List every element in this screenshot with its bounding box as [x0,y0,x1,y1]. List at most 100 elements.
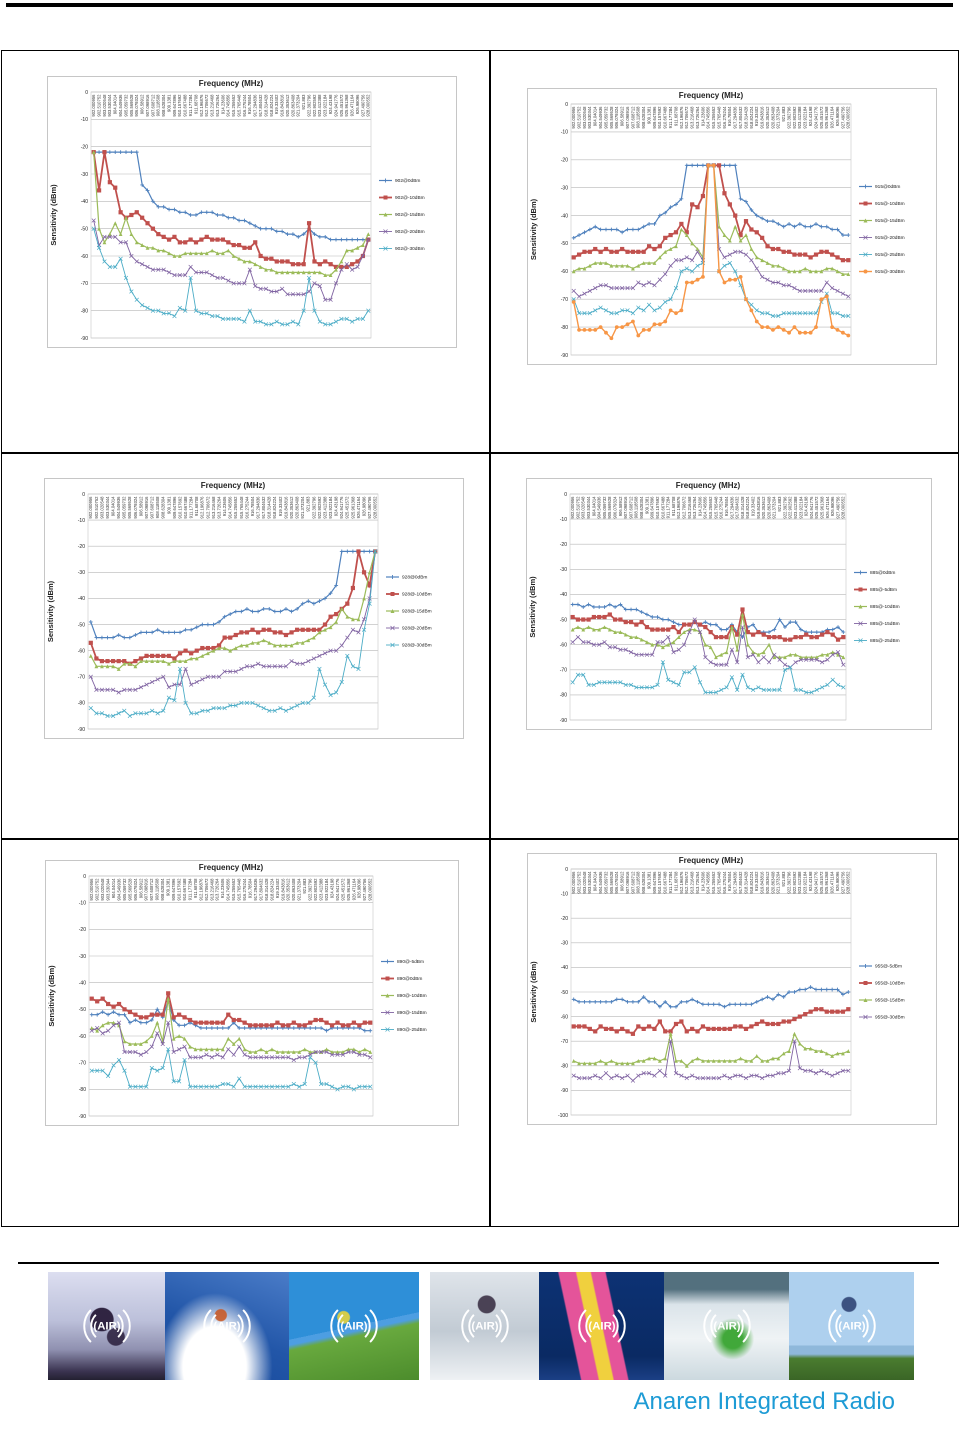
svg-text:912.706672: 912.706672 [682,496,687,519]
photo-tile-skier: (AIR) [165,1272,289,1380]
svg-text:905.569528: 905.569528 [609,871,614,894]
svg-text:904.04014: 904.04014 [113,94,118,114]
svg-text:909.1381: 909.1381 [166,878,171,896]
svg-text:923.922184: 923.922184 [803,106,808,129]
svg-text:908.118508: 908.118508 [636,871,641,893]
chart-blocker-902: Frequency (MHz) Sensitivity (dBm) 0 -10 -20 -… [47,76,457,353]
svg-text:923.922184: 923.922184 [328,496,333,519]
svg-text:905.569528: 905.569528 [127,878,132,901]
svg-text:-30: -30 [561,941,568,947]
svg-text:-10: -10 [81,117,88,123]
svg-text:918.824224: 918.824224 [269,878,274,901]
svg-text:909.647896: 909.647896 [172,94,177,117]
svg-text:890@-25dBm: 890@-25dBm [397,1027,427,1033]
svg-text:920.863408: 920.863408 [766,496,771,519]
svg-text:902.000956: 902.000956 [571,106,576,129]
svg-text:906.079324: 906.079324 [614,871,619,894]
svg-text:923.412388: 923.412388 [319,878,324,901]
svg-text:903.020548: 903.020548 [100,878,105,901]
svg-text:915.765448: 915.765448 [716,106,721,129]
svg-text:909.1381: 909.1381 [646,106,651,124]
svg-text:928@-15dBm: 928@-15dBm [402,609,432,615]
air-logo-icon: (AIR) [82,1309,131,1343]
svg-text:-90: -90 [78,727,85,733]
svg-text:908.628304: 908.628304 [161,94,166,117]
svg-text:911.177284: 911.177284 [668,106,673,128]
svg-text:908.628304: 908.628304 [639,496,644,519]
svg-text:-60: -60 [79,1034,86,1040]
svg-text:913.726264: 913.726264 [695,871,700,894]
svg-text:915@-15dBm: 915@-15dBm [875,218,905,224]
svg-text:910.157692: 910.157692 [657,871,662,894]
svg-text:911.68708: 911.68708 [193,878,198,898]
svg-text:910.667488: 910.667488 [183,94,188,117]
svg-text:909.1381: 909.1381 [646,871,651,889]
svg-text:-60: -60 [81,254,88,260]
svg-text:915.255652: 915.255652 [711,871,716,894]
svg-text:920.353612: 920.353612 [285,94,290,117]
svg-text:919.843816: 919.843816 [283,496,288,519]
air-logo-icon: (AIR) [702,1309,751,1343]
svg-text:920.863408: 920.863408 [295,496,300,519]
svg-text:918.314428: 918.314428 [743,106,748,129]
svg-text:917.804632: 917.804632 [258,878,263,901]
svg-text:916.78504: 916.78504 [248,878,253,898]
svg-text:905.059732: 905.059732 [122,496,127,519]
svg-text:926.98096: 926.98096 [357,878,362,898]
svg-text:904.549936: 904.549936 [598,871,603,894]
svg-text:905.569528: 905.569528 [127,496,132,519]
svg-text:925.451572: 925.451572 [345,496,350,519]
svg-text:902@-15dBm: 902@-15dBm [395,212,425,218]
svg-text:902.510752: 902.510752 [575,496,580,519]
svg-text:907.608712: 907.608712 [630,106,635,129]
svg-text:915.255652: 915.255652 [231,94,236,117]
svg-text:913.216468: 913.216468 [690,871,695,894]
svg-text:927.490756: 927.490756 [835,496,840,519]
svg-text:909.647896: 909.647896 [171,878,176,901]
svg-text:-80: -80 [79,1087,86,1093]
svg-text:-20: -20 [560,542,567,548]
svg-text:902.000956: 902.000956 [571,871,576,894]
svg-text:916.78504: 916.78504 [247,94,252,114]
svg-text:915@-20dBm: 915@-20dBm [875,235,905,241]
svg-text:922.902592: 922.902592 [317,496,322,519]
svg-text:904.04014: 904.04014 [110,496,115,516]
chart-blocker-885-canvas: Frequency (MHz) Sensitivity (dBm) 0 -10 -20 -… [526,478,932,730]
svg-text:-10: -10 [79,900,86,906]
air-logo-icon: (AIR) [330,1309,378,1343]
svg-text:918.824224: 918.824224 [749,871,754,894]
svg-text:906.079324: 906.079324 [614,106,619,129]
svg-text:921.883: 921.883 [777,496,782,512]
svg-text:-80: -80 [561,1064,568,1070]
svg-text:915.255652: 915.255652 [231,878,236,901]
svg-text:-10: -10 [561,130,568,136]
svg-text:907.098916: 907.098916 [623,496,628,519]
svg-text:910.157692: 910.157692 [177,878,182,901]
svg-text:905.569528: 905.569528 [607,496,612,519]
svg-text:911.68708: 911.68708 [673,871,678,891]
svg-text:925.451572: 925.451572 [339,94,344,117]
svg-text:920.353612: 920.353612 [286,878,291,901]
svg-text:926.471164: 926.471164 [351,878,356,900]
svg-text:885@0dBm: 885@0dBm [870,570,895,576]
svg-text:926.98096: 926.98096 [830,496,835,516]
svg-text:890@-10dBm: 890@-10dBm [397,993,427,999]
svg-text:-70: -70 [561,1039,568,1045]
svg-text:903.020548: 903.020548 [582,871,587,894]
svg-text:921.883: 921.883 [781,871,786,887]
svg-text:914.745856: 914.745856 [228,496,233,519]
svg-text:903.530344: 903.530344 [106,878,111,901]
svg-text:910.157692: 910.157692 [655,496,660,519]
svg-text:920.863408: 920.863408 [290,94,295,117]
svg-text:-50: -50 [78,622,85,628]
chart-blocker-902-canvas: Frequency (MHz) Sensitivity (dBm) 0 -10 -20 -… [47,76,457,348]
svg-text:907.098916: 907.098916 [144,878,149,901]
svg-text:908.118508: 908.118508 [634,496,639,518]
svg-text:910.667488: 910.667488 [183,496,188,519]
svg-text:915.255652: 915.255652 [708,496,713,519]
chart-blocker-885: Frequency (MHz) Sensitivity (dBm) 0 -10 -20 -… [526,478,932,735]
svg-text:920.353612: 920.353612 [761,496,766,519]
svg-text:903.530344: 903.530344 [105,496,110,519]
table-vertical-divider [489,51,491,1226]
